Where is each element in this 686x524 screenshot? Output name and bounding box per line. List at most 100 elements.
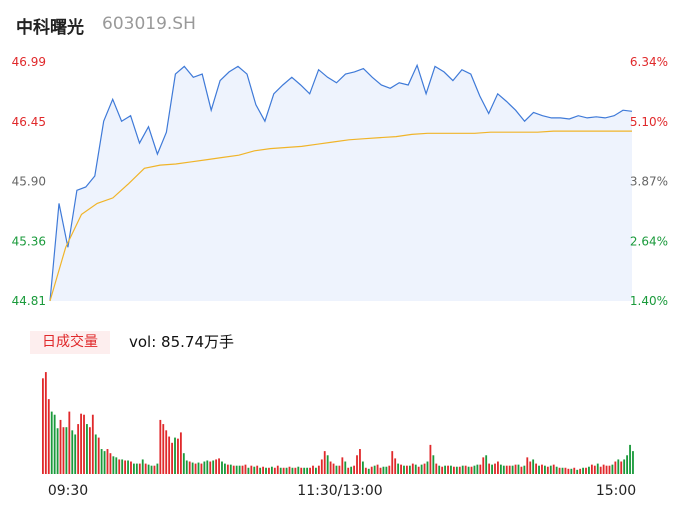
- volume-bar: [470, 466, 473, 474]
- volume-bar: [599, 466, 602, 474]
- volume-bar: [514, 464, 517, 474]
- volume-bar: [541, 464, 543, 474]
- volume-bar: [596, 463, 599, 474]
- volume-bar: [394, 458, 397, 474]
- volume-bar: [188, 461, 191, 474]
- volume-bar: [288, 466, 291, 474]
- volume-bar: [582, 467, 584, 474]
- volume-bar: [338, 465, 341, 474]
- y-left-tick: 45.90: [12, 175, 46, 189]
- volume-bar: [526, 457, 529, 474]
- volume-bar: [499, 464, 502, 474]
- volume-bar: [356, 455, 358, 474]
- volume-bar: [253, 466, 256, 474]
- volume-bar: [329, 461, 332, 474]
- volume-bar: [124, 460, 127, 474]
- volume-bar: [497, 461, 499, 474]
- volume-bar: [485, 455, 488, 474]
- volume-bar: [221, 461, 223, 474]
- volume-bar: [300, 467, 303, 474]
- volume-bar: [206, 460, 209, 474]
- volume-bar: [71, 430, 74, 474]
- volume-bar: [121, 459, 124, 474]
- volume-bar: [268, 467, 270, 474]
- volume-bar: [115, 457, 118, 474]
- volume-bar: [317, 465, 320, 474]
- volume-bar: [53, 414, 56, 474]
- volume-bar: [144, 463, 147, 474]
- volume-bar: [106, 449, 109, 474]
- volume-bar: [435, 463, 438, 474]
- volume-bar: [77, 424, 80, 474]
- volume-bar: [297, 466, 300, 474]
- volume-bar: [385, 466, 388, 474]
- volume-bar: [88, 427, 91, 474]
- volume-bar: [47, 399, 50, 474]
- volume-bar: [576, 469, 579, 474]
- volume-bar: [141, 459, 144, 474]
- volume-bar: [444, 465, 446, 474]
- volume-bar: [620, 461, 623, 474]
- volume-bar: [429, 444, 432, 474]
- volume-bar: [42, 378, 44, 474]
- volume-bar: [523, 465, 526, 474]
- volume-bar: [467, 466, 470, 474]
- volume-bar: [265, 467, 267, 474]
- volume-bar: [567, 468, 570, 474]
- volume-bar: [408, 465, 411, 474]
- volume-bar: [285, 467, 288, 474]
- volume-bar: [162, 424, 165, 474]
- volume-bar: [282, 467, 285, 474]
- volume-bar: [168, 436, 171, 474]
- volume-bar: [182, 453, 185, 474]
- volume-bar: [103, 451, 106, 474]
- volume-bar: [353, 465, 355, 474]
- volume-bar: [174, 437, 176, 474]
- volume-bar: [605, 465, 608, 474]
- price-line: [49, 63, 633, 302]
- y-left-tick: 45.36: [12, 234, 46, 248]
- volume-bar: [414, 464, 417, 474]
- y-left-tick: 44.81: [12, 294, 46, 308]
- volume-bar: [100, 449, 103, 474]
- volume-bar: [438, 465, 441, 474]
- volume-bar: [250, 465, 253, 474]
- volume-bar: [238, 465, 241, 474]
- volume-bar: [344, 461, 347, 474]
- volume-bar: [197, 462, 200, 474]
- volume-bar: [235, 465, 238, 474]
- volume-bar: [364, 467, 367, 474]
- volume-bar: [593, 465, 596, 474]
- x-tick: 11:30/13:00: [297, 483, 382, 499]
- volume-tab[interactable]: 日成交量: [30, 331, 110, 354]
- volume-bar: [320, 459, 323, 474]
- volume-bar: [165, 430, 168, 474]
- volume-bar: [406, 465, 408, 474]
- volume-bar: [294, 467, 297, 474]
- volume-bar: [133, 463, 135, 474]
- volume-bar: [532, 459, 535, 474]
- volume-bar: [488, 463, 491, 474]
- volume-bar: [361, 461, 364, 474]
- volume-bar: [629, 444, 631, 474]
- volume-bar: [458, 466, 461, 474]
- volume-bar: [247, 467, 250, 474]
- volume-bar: [332, 463, 335, 474]
- volume-bar: [256, 465, 259, 474]
- volume-bar: [367, 468, 370, 474]
- volume-bar: [505, 465, 508, 474]
- volume-bar: [573, 467, 576, 474]
- volume-bar: [400, 464, 402, 474]
- volume-bar: [546, 466, 549, 474]
- volume-bar: [379, 467, 382, 474]
- volume-bar: [491, 464, 493, 474]
- volume-bar: [452, 466, 455, 474]
- volume-bar: [426, 461, 429, 474]
- volume-bar: [549, 465, 552, 474]
- volume-bar: [376, 464, 379, 474]
- volume-bar: [185, 460, 188, 474]
- volume-bar: [341, 457, 344, 474]
- volume-bar: [112, 456, 115, 474]
- volume-bar: [44, 372, 47, 474]
